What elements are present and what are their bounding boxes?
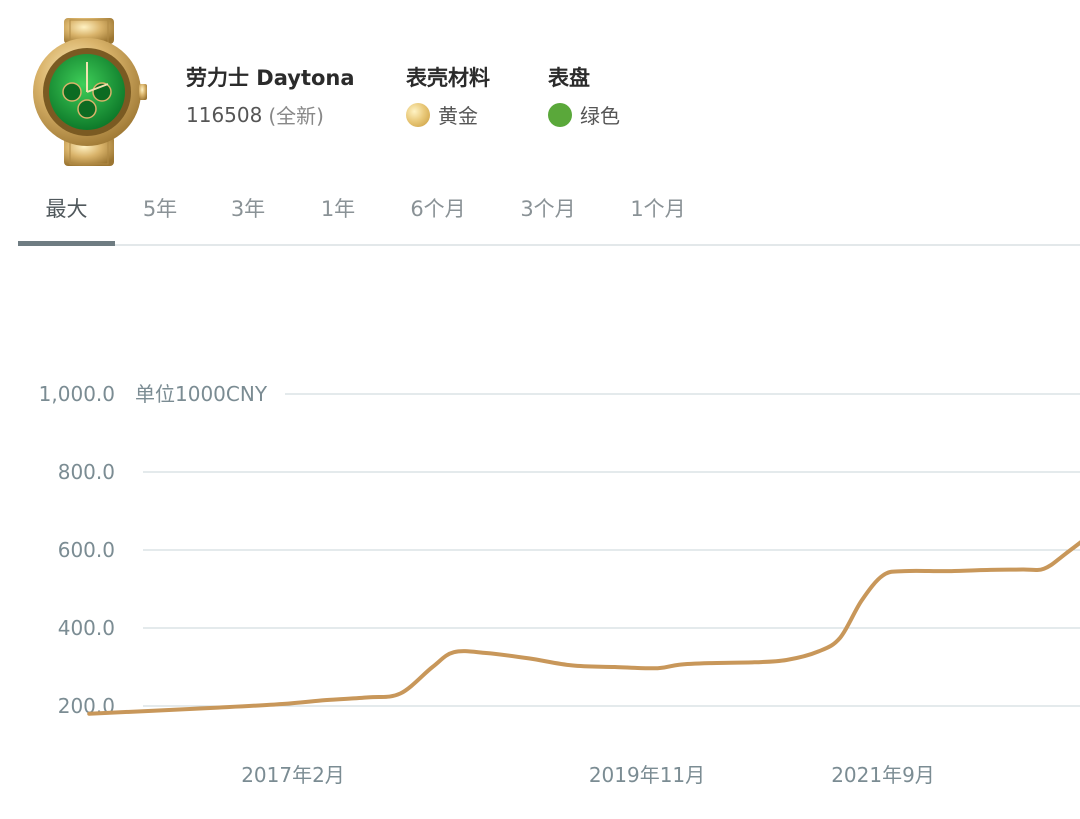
case-material-label: 表壳材料 (406, 66, 490, 90)
x-tick-label: 2019年11月 (589, 763, 705, 787)
watch-thumbnail (33, 18, 147, 166)
tab-1m[interactable]: 1个月 (630, 197, 686, 221)
dial-color: 表盘 绿色 (548, 62, 620, 129)
y-tick-label: 600.0 (58, 538, 115, 562)
y-tick-label: 400.0 (58, 616, 115, 640)
tab-3m[interactable]: 3个月 (520, 197, 576, 221)
tab-3y[interactable]: 3年 (230, 197, 266, 221)
unit-label: 单位1000CNY (135, 382, 268, 406)
product-name: 劳力士 Daytona (186, 66, 355, 90)
y-tick-label: 800.0 (58, 460, 115, 484)
dial-value: 绿色 (580, 104, 620, 128)
tab-max[interactable]: 最大 (45, 197, 88, 221)
price-series-line (87, 540, 1080, 716)
tab-1y[interactable]: 1年 (320, 197, 356, 221)
product-info: 劳力士 Daytona 116508 (全新) (186, 62, 355, 129)
green-swatch-icon (548, 102, 572, 127)
tab-6m[interactable]: 6个月 (410, 197, 466, 221)
y-tick-label: 1,000.0 (39, 382, 115, 406)
time-range-tabs: 最大 5年 3年 1年 6个月 3个月 1个月 (18, 180, 1080, 246)
x-tick-label: 2017年2月 (241, 763, 345, 787)
gold-swatch-icon (406, 102, 430, 127)
tab-5y[interactable]: 5年 (142, 197, 178, 221)
case-material: 表壳材料 黄金 (406, 62, 490, 129)
product-condition: (全新) (268, 104, 324, 128)
case-material-value: 黄金 (438, 104, 478, 128)
x-tick-label: 2021年9月 (831, 763, 935, 787)
product-reference: 116508 (186, 102, 263, 127)
dial-label: 表盘 (548, 66, 590, 90)
active-tab-indicator (18, 241, 115, 246)
